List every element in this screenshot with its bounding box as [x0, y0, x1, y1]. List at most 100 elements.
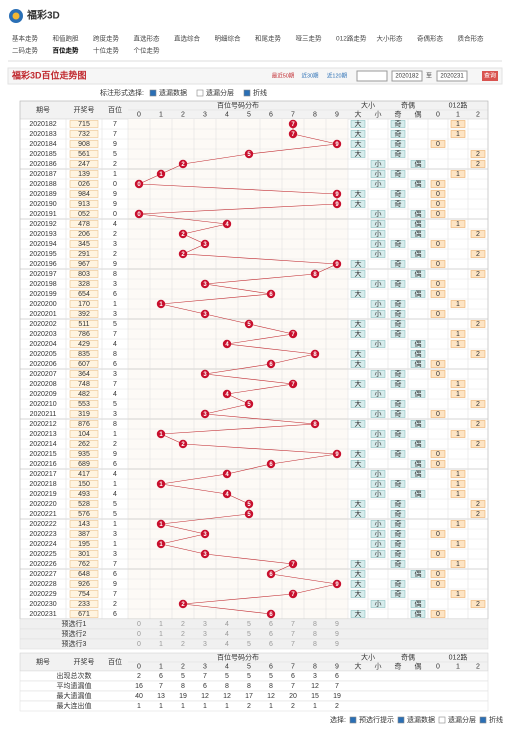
parity-cell — [390, 510, 406, 518]
hit-ball — [244, 319, 254, 329]
checkbox[interactable] — [479, 716, 487, 724]
draw: 104 — [78, 431, 90, 438]
hundreds: 9 — [113, 141, 117, 148]
parity-label: 偶 — [415, 219, 422, 228]
preselect-row[interactable] — [19, 628, 489, 640]
route-label: 2 — [476, 251, 480, 258]
hit-ball — [244, 399, 254, 409]
size-label: 小 — [375, 249, 382, 258]
preselect-digit: 9 — [335, 621, 339, 628]
draw-box — [69, 290, 99, 298]
hundreds: 3 — [113, 311, 117, 318]
parity-label: 奇 — [395, 189, 402, 198]
draw-box — [69, 540, 99, 548]
hit-number: 5 — [247, 402, 251, 408]
size-label: 小 — [375, 169, 382, 178]
draw-box — [69, 280, 99, 288]
draw-box — [69, 480, 99, 488]
draw: 754 — [78, 591, 90, 598]
route-cell — [450, 170, 466, 178]
route-cell — [450, 480, 466, 488]
parity-cell — [390, 540, 406, 548]
size-cell — [350, 580, 366, 588]
size-label: 大 — [355, 399, 362, 408]
draw-box — [69, 130, 99, 138]
trend-line — [204, 373, 294, 385]
checkbox[interactable] — [438, 716, 446, 724]
parity-cell — [390, 550, 406, 558]
preselect-digit: 8 — [313, 641, 317, 648]
route-cell — [430, 550, 446, 558]
checkbox[interactable] — [397, 716, 405, 724]
stats-value: 7 — [159, 683, 163, 690]
checkbox[interactable] — [196, 89, 204, 97]
route-label: 1 — [456, 541, 460, 548]
draw-box — [69, 190, 99, 198]
preselect-row[interactable] — [19, 638, 489, 650]
period: 2020206 — [29, 361, 56, 368]
parity-label: 奇 — [395, 499, 402, 508]
header-cell: 0 — [137, 663, 141, 670]
draw-box — [69, 120, 99, 128]
parity-label: 偶 — [415, 179, 422, 188]
stats-value: 20 — [289, 693, 297, 700]
route-cell — [450, 490, 466, 498]
hit-number: 0 — [137, 212, 141, 218]
route-cell — [470, 350, 486, 358]
stats-value: 1 — [203, 703, 207, 710]
route-cell — [470, 420, 486, 428]
hit-number: 2 — [181, 442, 185, 448]
parity-label: 奇 — [395, 119, 402, 128]
size-label: 大 — [355, 449, 362, 458]
period: 2020183 — [29, 131, 56, 138]
preselect-digit: 7 — [291, 621, 295, 628]
size-cell — [370, 390, 386, 398]
parity-label: 偶 — [415, 209, 422, 218]
draw: 689 — [78, 461, 90, 468]
query-button[interactable] — [482, 71, 498, 81]
draw-box — [69, 470, 99, 478]
route-label: 0 — [436, 281, 440, 288]
parity-label: 偶 — [415, 269, 422, 278]
header-cell: 百位号码分布 — [217, 652, 259, 661]
parity-cell — [390, 480, 406, 488]
hundreds: 7 — [113, 121, 117, 128]
checkbox[interactable] — [349, 716, 357, 724]
draw-box — [69, 330, 99, 338]
parity-label: 奇 — [395, 449, 402, 458]
stats-value: 5 — [181, 673, 185, 680]
parity-cell — [410, 250, 426, 258]
route-cell — [470, 270, 486, 278]
size-label: 大 — [355, 589, 362, 598]
size-label: 大 — [355, 559, 362, 568]
draw-box — [69, 430, 99, 438]
parity-cell — [410, 600, 426, 608]
trend-line — [182, 153, 250, 165]
draw-box — [69, 610, 99, 618]
period: 2020184 — [29, 141, 56, 148]
period: 2020215 — [29, 451, 56, 458]
period: 2020188 — [29, 181, 56, 188]
period: 2020208 — [29, 381, 56, 388]
date-input — [391, 70, 423, 82]
hundreds: 1 — [113, 481, 117, 488]
checkbox[interactable] — [149, 89, 157, 97]
header-cell: 5 — [247, 111, 251, 118]
parity-cell — [410, 490, 426, 498]
hundreds: 3 — [113, 411, 117, 418]
hit-number: 6 — [269, 362, 273, 368]
parity-cell — [390, 170, 406, 178]
draw-box — [69, 160, 99, 168]
parity-cell — [390, 580, 406, 588]
preselect-row[interactable] — [19, 618, 489, 630]
checkbox[interactable] — [243, 89, 251, 97]
trend-line — [248, 143, 338, 155]
hundreds: 4 — [113, 341, 117, 348]
hundreds: 3 — [113, 281, 117, 288]
hit-number: 6 — [269, 462, 273, 468]
period-select — [356, 70, 388, 82]
preselect-digit: 6 — [269, 631, 273, 638]
stats-label: 最大连出值 — [57, 701, 92, 710]
route-label: 2 — [476, 151, 480, 158]
hundreds: 2 — [113, 161, 117, 168]
